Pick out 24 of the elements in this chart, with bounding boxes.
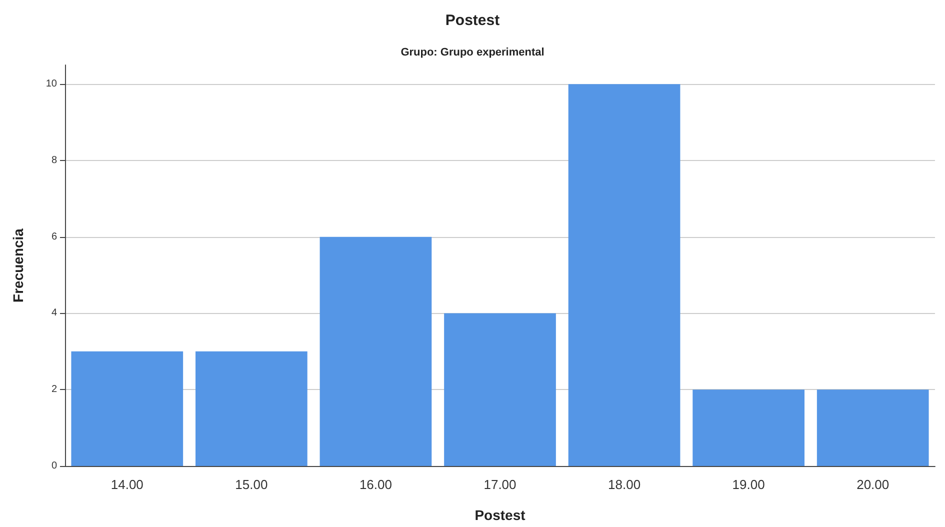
y-tick-label: 0: [51, 460, 58, 472]
x-tick-label: 18.00: [608, 477, 641, 492]
bar: [71, 351, 184, 466]
x-tick-label: 19.00: [732, 477, 765, 492]
bar: [444, 313, 556, 466]
x-tick-label: 15.00: [235, 477, 268, 492]
y-tick-label: 6: [51, 231, 58, 242]
bar: [320, 236, 432, 466]
x-tick-label: 14.00: [110, 477, 144, 492]
x-tick-label: 20.00: [856, 477, 890, 492]
y-axis-title: Frecuencia: [10, 228, 26, 302]
chart-subtitle: Grupo: Grupo experimental: [400, 46, 544, 58]
bar: [816, 390, 929, 466]
y-tick-label: 8: [51, 154, 58, 166]
bar: [568, 84, 680, 466]
y-tick-label: 4: [51, 308, 58, 319]
x-axis-title: Postest: [474, 507, 526, 523]
x-tick-label: 16.00: [359, 477, 392, 492]
y-tick-label: 2: [51, 384, 58, 396]
x-tick-label: 17.00: [484, 477, 516, 492]
bar: [196, 351, 308, 466]
y-tick-label: 10: [46, 78, 58, 90]
bar: [692, 390, 804, 466]
chart-title: Postest: [445, 12, 500, 29]
